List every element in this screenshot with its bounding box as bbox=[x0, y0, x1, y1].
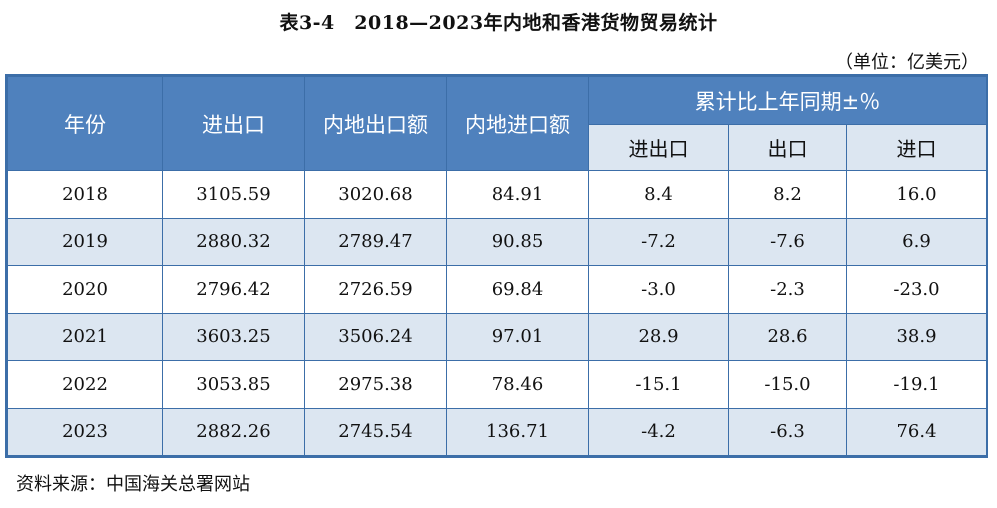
unit-note: （单位：亿美元） bbox=[835, 52, 979, 73]
cell-year: 2019 bbox=[7, 217, 163, 266]
cell-total: 2880.32 bbox=[162, 217, 305, 266]
cell-mainland-export: 2789.47 bbox=[304, 217, 447, 266]
cell-year: 2023 bbox=[7, 407, 163, 456]
header-total: 进出口 bbox=[162, 76, 305, 171]
cell-yoy-import: 6.9 bbox=[846, 217, 987, 266]
cell-yoy-export: -2.3 bbox=[728, 265, 847, 314]
cell-mainland-export: 2745.54 bbox=[304, 407, 447, 456]
cell-total: 3105.59 bbox=[162, 170, 305, 219]
cell-yoy-import: 76.4 bbox=[846, 407, 987, 456]
header-yoy-export: 出口 bbox=[728, 124, 847, 171]
cell-year: 2022 bbox=[7, 360, 163, 409]
cell-mainland-import: 90.85 bbox=[446, 217, 589, 266]
header-mainland-import: 内地进口额 bbox=[446, 76, 589, 171]
cell-total: 2882.26 bbox=[162, 407, 305, 456]
table-row: 2020 2796.42 2726.59 69.84 -3.0 -2.3 -23… bbox=[7, 265, 987, 314]
trade-table-container: 年份 进出口 内地出口额 内地进口额 累计比上年同期±％ 进出口 出口 进口 2… bbox=[5, 74, 988, 458]
cell-mainland-export: 2726.59 bbox=[304, 265, 447, 314]
table-body: 2018 3105.59 3020.68 84.91 8.4 8.2 16.0 … bbox=[7, 170, 987, 456]
header-row-2: 进出口 出口 进口 bbox=[8, 124, 987, 171]
cell-yoy-export: -7.6 bbox=[728, 217, 847, 266]
cell-mainland-import: 69.84 bbox=[446, 265, 589, 314]
cell-year: 2018 bbox=[7, 170, 163, 219]
cell-mainland-export: 3506.24 bbox=[304, 312, 447, 361]
header-row-1: 年份 进出口 内地出口额 内地进口额 累计比上年同期±％ bbox=[7, 76, 987, 171]
cell-yoy-total: -4.2 bbox=[588, 407, 729, 456]
cell-yoy-export: -15.0 bbox=[728, 360, 847, 409]
cell-mainland-import: 84.91 bbox=[446, 170, 589, 219]
cell-yoy-import: -19.1 bbox=[846, 360, 987, 409]
cell-yoy-import: 16.0 bbox=[846, 170, 987, 219]
table-row: 2021 3603.25 3506.24 97.01 28.9 28.6 38.… bbox=[7, 312, 987, 361]
table-row: 2019 2880.32 2789.47 90.85 -7.2 -7.6 6.9 bbox=[7, 217, 987, 266]
header-yoy-total: 进出口 bbox=[588, 124, 729, 171]
cell-yoy-total: -15.1 bbox=[588, 360, 729, 409]
cell-year: 2021 bbox=[7, 312, 163, 361]
header-mainland-export: 内地出口额 bbox=[304, 76, 447, 171]
cell-yoy-total: -7.2 bbox=[588, 217, 729, 266]
cell-yoy-total: 8.4 bbox=[588, 170, 729, 219]
header-yoy-group: 累计比上年同期±％ bbox=[588, 76, 987, 125]
cell-yoy-export: 8.2 bbox=[728, 170, 847, 219]
cell-total: 3053.85 bbox=[162, 360, 305, 409]
table-row: 2023 2882.26 2745.54 136.71 -4.2 -6.3 76… bbox=[7, 407, 987, 456]
table-row: 2022 3053.85 2975.38 78.46 -15.1 -15.0 -… bbox=[7, 360, 987, 409]
cell-yoy-import: -23.0 bbox=[846, 265, 987, 314]
table-row: 2018 3105.59 3020.68 84.91 8.4 8.2 16.0 bbox=[7, 170, 987, 219]
cell-total: 2796.42 bbox=[162, 265, 305, 314]
cell-yoy-export: 28.6 bbox=[728, 312, 847, 361]
cell-mainland-export: 3020.68 bbox=[304, 170, 447, 219]
cell-yoy-total: 28.9 bbox=[588, 312, 729, 361]
trade-table: 年份 进出口 内地出口额 内地进口额 累计比上年同期±％ 进出口 出口 进口 2… bbox=[7, 76, 987, 456]
header-year: 年份 bbox=[7, 76, 163, 171]
cell-yoy-import: 38.9 bbox=[846, 312, 987, 361]
cell-year: 2020 bbox=[7, 265, 163, 314]
source-note: 资料来源：中国海关总署网站 bbox=[16, 474, 250, 495]
cell-total: 3603.25 bbox=[162, 312, 305, 361]
cell-mainland-export: 2975.38 bbox=[304, 360, 447, 409]
cell-yoy-total: -3.0 bbox=[588, 265, 729, 314]
cell-mainland-import: 78.46 bbox=[446, 360, 589, 409]
header-yoy-import: 进口 bbox=[846, 124, 987, 171]
cell-mainland-import: 97.01 bbox=[446, 312, 589, 361]
cell-mainland-import: 136.71 bbox=[446, 407, 589, 456]
table-title: 表3-4 2018—2023年内地和香港货物贸易统计 bbox=[279, 12, 718, 34]
cell-yoy-export: -6.3 bbox=[728, 407, 847, 456]
